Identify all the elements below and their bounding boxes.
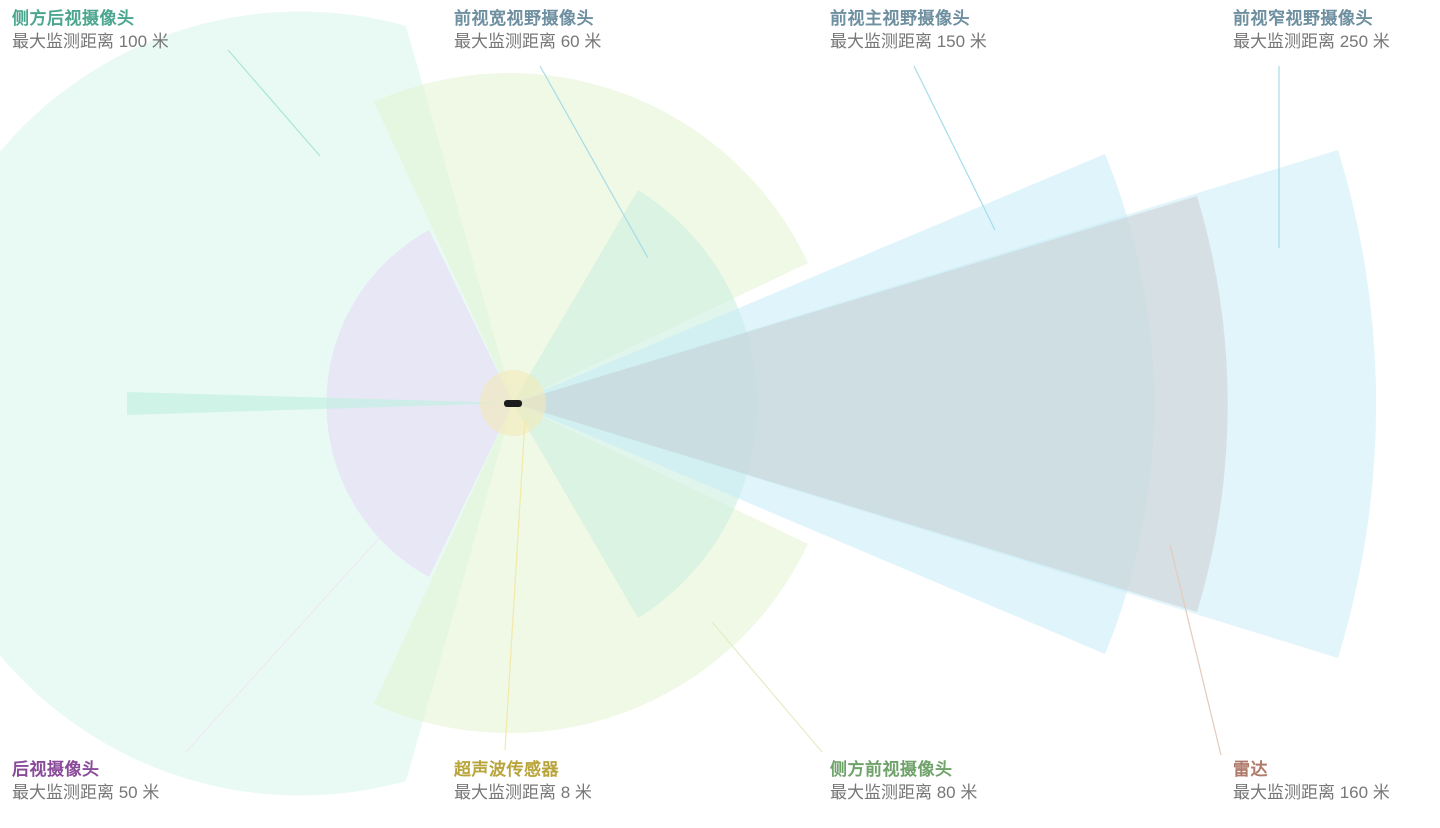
front-main-camera-label: 前视主视野摄像头 最大监测距离 150 米 <box>830 9 987 53</box>
side-front-camera-title: 侧方前视摄像头 <box>830 760 953 780</box>
leader-front-main <box>913 65 996 231</box>
ultrasonic-sensor-range: 最大监测距离 8 米 <box>454 783 592 803</box>
leader-rear <box>185 494 419 753</box>
front-wide-camera-label: 前视宽视野摄像头 最大监测距离 60 米 <box>454 9 601 53</box>
radar-title: 雷达 <box>1233 760 1268 780</box>
leader-front-side <box>711 621 823 753</box>
side-front-camera-label: 侧方前视摄像头 最大监测距离 80 米 <box>830 760 977 804</box>
front-narrow-camera-title: 前视窄视野摄像头 <box>1233 9 1373 29</box>
ultrasonic-sensor-label: 超声波传感器 最大监测距离 8 米 <box>454 760 592 804</box>
leader-radar <box>1169 544 1222 756</box>
rear-camera-label: 后视摄像头 最大监测距离 50 米 <box>12 760 159 804</box>
ultrasonic-sensor-title: 超声波传感器 <box>454 760 559 780</box>
leader-rear-side <box>227 49 321 157</box>
rear-side-camera-label: 侧方后视摄像头 最大监测距离 100 米 <box>12 9 169 53</box>
radar-range: 最大监测距离 160 米 <box>1233 783 1390 803</box>
front-wide-camera-zone-lower <box>374 403 808 734</box>
rear-camera-range: 最大监测距离 50 米 <box>12 783 160 803</box>
radar-label: 雷达 最大监测距离 160 米 <box>1233 760 1390 804</box>
front-narrow-camera-range: 最大监测距离 250 米 <box>1233 32 1390 52</box>
front-narrow-camera-zone <box>513 150 1377 658</box>
rear-camera-title: 后视摄像头 <box>12 760 100 780</box>
front-main-camera-title: 前视主视野摄像头 <box>830 9 970 29</box>
rear-sliver-zone <box>127 392 513 415</box>
front-narrow-camera-label: 前视窄视野摄像头 最大监测距离 250 米 <box>1233 9 1390 53</box>
leader-ultrasonic <box>504 419 526 751</box>
side-front-camera-range: 最大监测距离 80 米 <box>830 783 978 803</box>
front-wide-camera-zone <box>374 73 808 404</box>
leader-front-wide <box>539 65 649 259</box>
front-main-camera-range: 最大监测距离 150 米 <box>830 32 987 52</box>
rear-side-camera-title: 侧方后视摄像头 <box>12 9 135 29</box>
front-wide-camera-range: 最大监测距离 60 米 <box>454 32 602 52</box>
car-icon <box>504 400 522 407</box>
front-wide-camera-title: 前视宽视野摄像头 <box>454 9 594 29</box>
rear-side-camera-range: 最大监测距离 100 米 <box>12 32 169 52</box>
radar-zone <box>513 196 1228 612</box>
